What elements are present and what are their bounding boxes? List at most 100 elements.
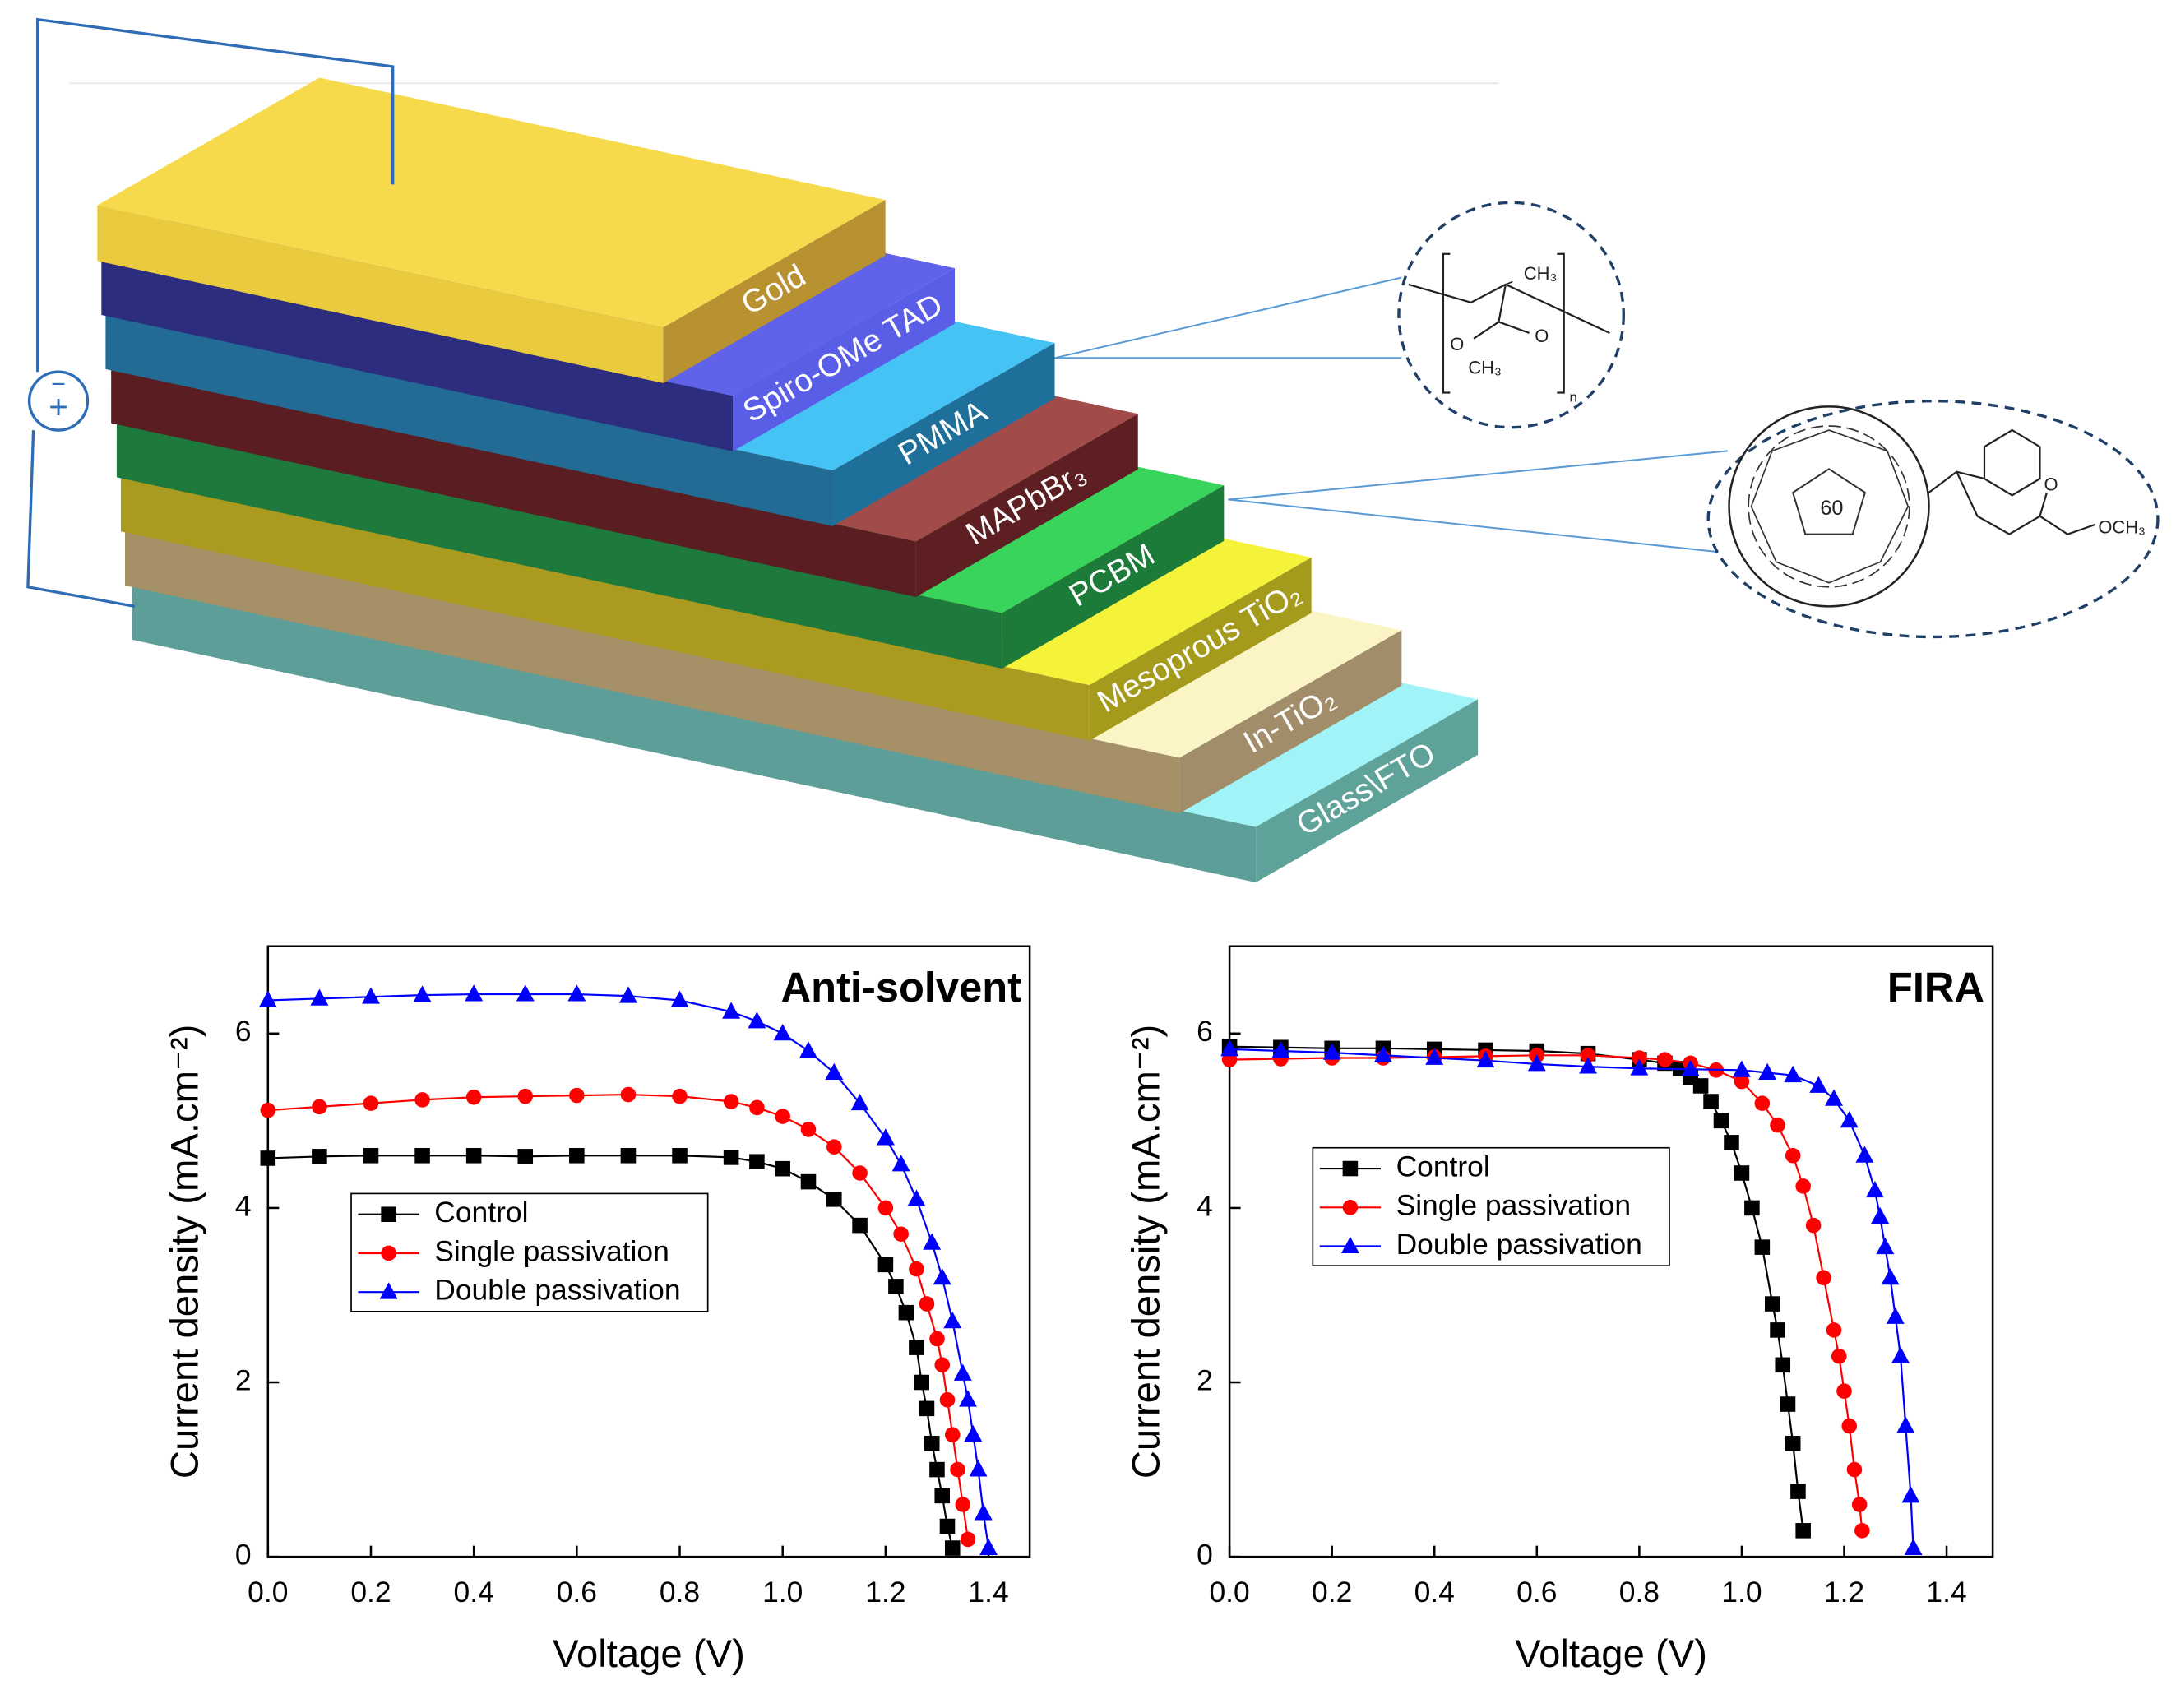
y-axis-label: Current density (mA.cm⁻²): [163, 1025, 206, 1479]
marker: [1805, 1217, 1822, 1234]
voltage-source: [27, 370, 90, 432]
layer-end: [733, 268, 956, 451]
marker: [959, 1390, 977, 1407]
marker: [974, 1503, 993, 1521]
legend: Control Single passivation Double passivat…: [1312, 1146, 1670, 1266]
layer: Gold: [97, 77, 886, 383]
marker: [944, 1427, 961, 1442]
y-tick-label: 2: [235, 1363, 252, 1396]
atom-label: CH₃: [1524, 263, 1558, 284]
marker: [1692, 1078, 1709, 1094]
marker: [960, 1531, 976, 1548]
marker: [826, 1192, 842, 1207]
legend-label: Control: [434, 1196, 528, 1229]
marker: [672, 1088, 688, 1104]
x-tick-label: 0.2: [1312, 1576, 1352, 1608]
marker: [1904, 1538, 1923, 1555]
bond: [1498, 284, 1507, 322]
marker: [773, 1023, 792, 1041]
marker: [1785, 1435, 1801, 1451]
marker: [852, 1165, 868, 1181]
marker: [620, 1086, 637, 1103]
chart-title: Anti-solvent: [781, 964, 1022, 1011]
layer-end: [1179, 630, 1402, 814]
marker: [876, 1128, 895, 1146]
marker: [919, 1296, 935, 1312]
y-tick-label: 4: [1197, 1189, 1213, 1222]
marker: [362, 987, 380, 1004]
atom-label: OCH₃: [2098, 517, 2146, 538]
x-tick-label: 1.4: [1926, 1576, 1966, 1608]
layer-top: [97, 77, 886, 328]
marker: [1840, 1111, 1859, 1128]
x-axis-label: Voltage (V): [1515, 1632, 1707, 1676]
y-tick-label: 4: [235, 1189, 252, 1222]
marker: [909, 1261, 924, 1277]
y-axis-label: Current density (mA.cm⁻²): [1125, 1025, 1169, 1479]
layer-end: [915, 414, 1138, 598]
marker: [1896, 1416, 1915, 1433]
legend-marker: [379, 1282, 398, 1299]
layer-front: [125, 530, 1180, 814]
bond: [1408, 283, 1610, 334]
connector: [1054, 276, 1402, 359]
plot-frame: [1228, 945, 1994, 1558]
marker: [852, 1217, 868, 1234]
marker: [363, 1095, 379, 1111]
marker: [1770, 1322, 1785, 1338]
marker: [888, 1279, 904, 1294]
marker: [969, 1460, 988, 1477]
legend-marker: [1342, 1200, 1359, 1215]
marker: [670, 990, 689, 1007]
marker: [1425, 1048, 1444, 1065]
bracket: [1442, 252, 1451, 394]
wire: − +: [26, 17, 395, 609]
pcbm-inset: 60 O OCH₃: [1228, 399, 2160, 639]
marker: [1703, 1094, 1719, 1109]
marker: [923, 1233, 942, 1250]
marker: [1785, 1147, 1801, 1164]
minus-sign: −: [51, 371, 66, 398]
bond: [2039, 492, 2048, 516]
marker: [924, 1435, 940, 1451]
marker: [1220, 1039, 1239, 1057]
chart: 0.0 0.2 0.4 0.6 0.8 1.0 1.2 1.4 0 2 4 6 Voltage (V) C…: [1125, 945, 1994, 1676]
marker: [1780, 1396, 1796, 1412]
marker: [1846, 1461, 1863, 1478]
marker: [799, 1041, 817, 1058]
fullerene: [1748, 425, 1910, 588]
marker: [1775, 1357, 1791, 1373]
marker: [260, 1150, 276, 1166]
marker: [944, 1540, 961, 1556]
marker: [312, 1099, 327, 1115]
marker: [1876, 1237, 1895, 1255]
marker: [964, 1424, 983, 1442]
marker: [258, 990, 277, 1007]
y-tick-label: 0: [235, 1539, 252, 1571]
plus-sign: +: [49, 387, 68, 425]
x-tick-label: 0.2: [350, 1576, 391, 1608]
marker: [939, 1518, 956, 1534]
marker: [569, 1087, 585, 1104]
atom-label: n: [1569, 390, 1576, 405]
marker: [569, 1147, 585, 1164]
x-tick-label: 0.4: [1414, 1576, 1455, 1608]
fullerene: [1750, 429, 1910, 584]
marker: [826, 1139, 842, 1155]
marker: [939, 1391, 956, 1408]
marker: [465, 1089, 482, 1105]
marker: [1754, 1239, 1771, 1255]
marker: [929, 1461, 945, 1478]
marker: [1744, 1200, 1760, 1216]
marker: [979, 1538, 998, 1555]
marker: [260, 1102, 276, 1118]
marker: [1373, 1045, 1392, 1062]
legend-marker: [381, 1206, 396, 1223]
marker: [1881, 1267, 1900, 1285]
chart: 0.0 0.2 0.4 0.6 0.8 1.0 1.2 1.4 0 2 4 6 Voltage (V) C…: [163, 945, 1031, 1676]
marker: [1713, 1113, 1729, 1129]
marker: [1527, 1054, 1546, 1072]
legend-label: Single passivation: [434, 1234, 669, 1267]
